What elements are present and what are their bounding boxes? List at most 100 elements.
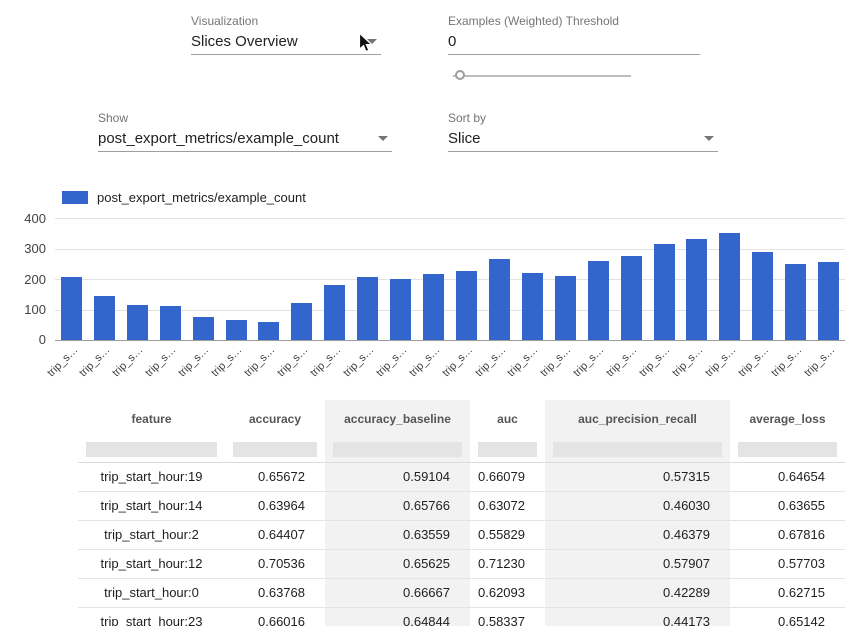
metric-cell: 0.42289 — [545, 578, 730, 608]
bar[interactable] — [587, 260, 609, 340]
y-tick-label: 0 — [38, 332, 46, 347]
x-tick-label: trip_s… — [406, 344, 443, 380]
bar[interactable] — [653, 243, 675, 340]
y-tick-label: 200 — [24, 271, 46, 287]
gridline — [55, 279, 845, 280]
x-tick-label: trip_s… — [604, 344, 640, 380]
table-row[interactable]: trip_start_hour:0 0.63768 0.66667 0.62093 0.… — [78, 578, 845, 608]
chevron-down-icon — [704, 136, 714, 141]
bar-slot: trip_s… — [45, 218, 88, 379]
bar[interactable] — [818, 262, 840, 340]
bar[interactable] — [357, 277, 379, 340]
metric-cell: 0.65766 — [325, 491, 470, 521]
bar[interactable] — [192, 317, 214, 340]
bar-chart: trip_s… trip_s… trip_s… trip_s… trip_s… trip_… — [45, 218, 845, 379]
sort-by-value: Slice — [448, 130, 481, 147]
x-tick-label: trip_s… — [275, 344, 311, 380]
metric-cell: 0.58337 — [470, 607, 545, 626]
bar[interactable] — [93, 295, 115, 340]
threshold-slider[interactable] — [453, 69, 631, 83]
bar-slot: trip_s… — [374, 218, 417, 379]
bar-slot: trip_s… — [473, 218, 516, 379]
column-filter-input[interactable] — [478, 442, 537, 458]
bar[interactable] — [785, 263, 807, 340]
column-filter-input[interactable] — [553, 442, 722, 458]
bar-slot: trip_s… — [143, 218, 187, 379]
bar[interactable] — [423, 274, 445, 340]
bar[interactable] — [686, 239, 708, 340]
bar-slot: trip_s… — [78, 218, 121, 379]
x-tick-label: trip_s… — [538, 344, 574, 380]
metric-cell: 0.57315 — [545, 462, 730, 492]
bar[interactable] — [554, 275, 576, 340]
legend-label: post_export_metrics/example_count — [97, 190, 306, 205]
bar-slot: trip_s… — [275, 218, 318, 379]
bar-slot: trip_s… — [769, 218, 812, 379]
bar[interactable] — [126, 304, 148, 340]
slider-thumb[interactable] — [455, 70, 465, 80]
bar[interactable] — [521, 272, 543, 340]
column-header[interactable]: auc_precision_recall — [545, 400, 730, 438]
legend-swatch — [62, 191, 88, 204]
filter-row — [78, 438, 845, 463]
bar[interactable] — [752, 251, 774, 340]
bar[interactable] — [456, 271, 478, 340]
column-header[interactable]: auc — [497, 412, 518, 426]
threshold-input[interactable]: 0 — [448, 31, 700, 55]
show-metric-select[interactable]: post_export_metrics/example_count — [98, 128, 392, 152]
sort-by-select[interactable]: Slice — [448, 128, 718, 152]
bar-slot: trip_s… — [604, 218, 648, 379]
bar-slot: trip_s… — [571, 218, 615, 379]
x-tick-label: trip_s… — [439, 344, 476, 380]
table-row[interactable]: trip_start_hour:12 0.70536 0.65625 0.71230 0… — [78, 549, 845, 579]
metric-cell: 0.46379 — [545, 520, 730, 550]
sort-by-label: Sort by — [448, 111, 487, 125]
bar-slot: trip_s… — [506, 218, 549, 379]
column-filter-input[interactable] — [86, 442, 217, 458]
table-row[interactable]: trip_start_hour:19 0.65672 0.59104 0.66079 0… — [78, 462, 845, 492]
metric-cell: 0.66016 — [225, 607, 325, 626]
bar-slot: trip_s… — [538, 218, 582, 379]
bar[interactable] — [60, 277, 82, 340]
bar[interactable] — [258, 321, 280, 340]
gridline — [55, 248, 845, 250]
bar[interactable] — [488, 259, 510, 340]
feature-cell: trip_start_hour:2 — [78, 520, 225, 550]
x-tick-label: trip_s… — [308, 344, 344, 380]
metric-cell: 0.64654 — [730, 462, 845, 492]
x-tick-label: trip_s… — [703, 344, 739, 380]
bar[interactable] — [324, 285, 346, 340]
column-header[interactable]: accuracy — [248, 412, 302, 426]
show-metric-value: post_export_metrics/example_count — [98, 130, 339, 147]
chart-legend: post_export_metrics/example_count — [62, 190, 306, 205]
bar[interactable] — [719, 233, 741, 340]
x-tick-label: trip_s… — [505, 344, 541, 380]
column-filter-input[interactable] — [738, 442, 837, 458]
column-header[interactable]: feature — [131, 412, 172, 426]
table-row[interactable]: trip_start_hour:2 0.64407 0.63559 0.55829 0.… — [78, 520, 845, 550]
bar[interactable] — [225, 320, 247, 340]
bar[interactable] — [159, 306, 181, 340]
metric-cell: 0.62715 — [730, 578, 845, 608]
table-row[interactable]: trip_start_hour:23 0.66016 0.64844 0.58337 0… — [78, 607, 845, 626]
visualization-select[interactable]: Slices Overview — [191, 31, 381, 55]
bar-slot: trip_s… — [440, 218, 483, 379]
feature-cell: trip_start_hour:12 — [78, 549, 225, 579]
x-tick-label: trip_s… — [472, 344, 508, 380]
threshold-value: 0 — [448, 33, 457, 50]
bar[interactable] — [620, 256, 642, 340]
table-row[interactable]: trip_start_hour:14 0.63964 0.65766 0.63072 0… — [78, 491, 845, 521]
column-filter-input[interactable] — [333, 442, 462, 458]
column-header[interactable]: accuracy_baseline — [325, 400, 470, 438]
metric-cell: 0.64844 — [325, 607, 470, 626]
x-tick-label: trip_s… — [209, 344, 245, 380]
metric-cell: 0.64407 — [225, 520, 325, 550]
y-axis: 400 300 200 100 0 — [0, 211, 46, 347]
x-tick-label: trip_s… — [373, 344, 410, 380]
bar[interactable] — [291, 303, 313, 340]
bar[interactable] — [390, 279, 412, 340]
x-tick-label: trip_s… — [340, 344, 377, 380]
visualization-label: Visualization — [191, 14, 259, 28]
column-filter-input[interactable] — [233, 442, 317, 458]
column-header[interactable]: average_loss — [749, 412, 826, 426]
